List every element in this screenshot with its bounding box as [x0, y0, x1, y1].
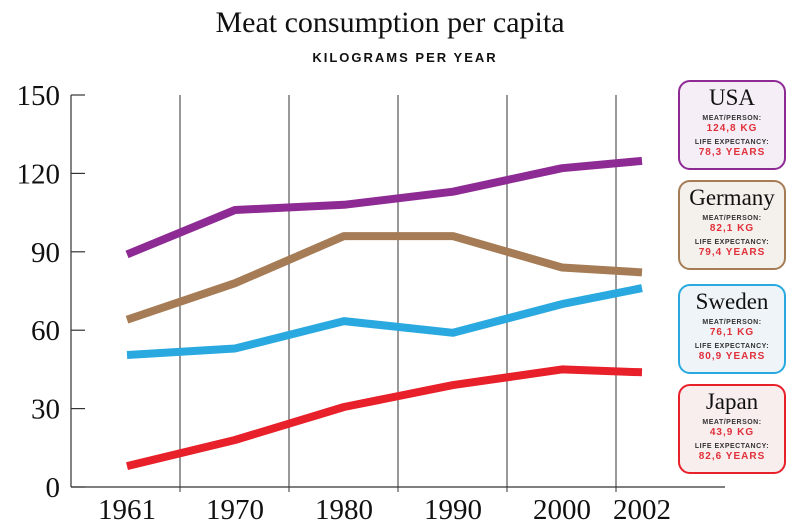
series-line-sweden — [126, 284, 643, 359]
legend-meat-label: MEAT/PERSON: — [702, 115, 762, 122]
y-tick-label: 90 — [31, 237, 60, 269]
legend-meat-label: MEAT/PERSON: — [702, 319, 762, 326]
x-tick-label: 2002 — [613, 494, 671, 526]
y-tick-label: 60 — [31, 315, 60, 347]
y-tick-label: 30 — [31, 394, 60, 426]
legend-meat: 43,9 KG — [709, 427, 755, 438]
legend-life: 78,3 YEARS — [698, 147, 766, 158]
x-tick-label: 1961 — [98, 494, 156, 526]
legend-life-label: LIFE EXPECTANCY: — [694, 443, 770, 450]
legend-life: 80,9 YEARS — [698, 351, 766, 362]
legend-life: 79,4 YEARS — [698, 247, 766, 258]
legend-life-label: LIFE EXPECTANCY: — [694, 139, 770, 146]
legend-meat: 76,1 KG — [709, 327, 755, 338]
legend-box-germany: Germany MEAT/PERSON: 82,1 KG LIFE EXPECTANC… — [678, 180, 786, 270]
series-line-germany — [125, 232, 643, 324]
y-tick-label: 0 — [46, 472, 61, 504]
legend-box-sweden: Sweden MEAT/PERSON: 76,1 KG LIFE EXPECTANCY… — [678, 284, 786, 374]
legend-box-usa: USA MEAT/PERSON: 124,8 KG LIFE EXPECTANCY: 7… — [678, 80, 786, 170]
x-tick-label: 2000 — [533, 494, 591, 526]
x-tick-label: 1980 — [315, 494, 373, 526]
y-tick-label: 150 — [17, 80, 61, 112]
y-tick-label: 120 — [17, 158, 61, 190]
legend-meat: 82,1 KG — [709, 223, 755, 234]
chart-title: Meat consumption per capita — [215, 6, 565, 39]
legend-life-label: LIFE EXPECTANCY: — [694, 343, 770, 350]
legend-meat-label: MEAT/PERSON: — [702, 419, 762, 426]
legend-life: 82,6 YEARS — [698, 451, 766, 462]
legend-name: Germany — [689, 185, 775, 210]
x-tick-label: 1970 — [206, 494, 264, 526]
legend-name: USA — [708, 85, 755, 110]
x-tick-label: 1990 — [424, 494, 482, 526]
legend-meat: 124,8 KG — [706, 123, 758, 134]
series-line-japan — [126, 365, 643, 470]
legend-life-label: LIFE EXPECTANCY: — [694, 239, 770, 246]
legend-name: Sweden — [695, 289, 769, 314]
chart-subtitle: KILOGRAMS PER YEAR — [312, 50, 498, 65]
legend-meat-label: MEAT/PERSON: — [702, 215, 762, 222]
legend-name: Japan — [705, 389, 759, 414]
legend-box-japan: Japan MEAT/PERSON: 43,9 KG LIFE EXPECTANCY:… — [678, 384, 786, 474]
series-line-usa — [125, 156, 643, 259]
